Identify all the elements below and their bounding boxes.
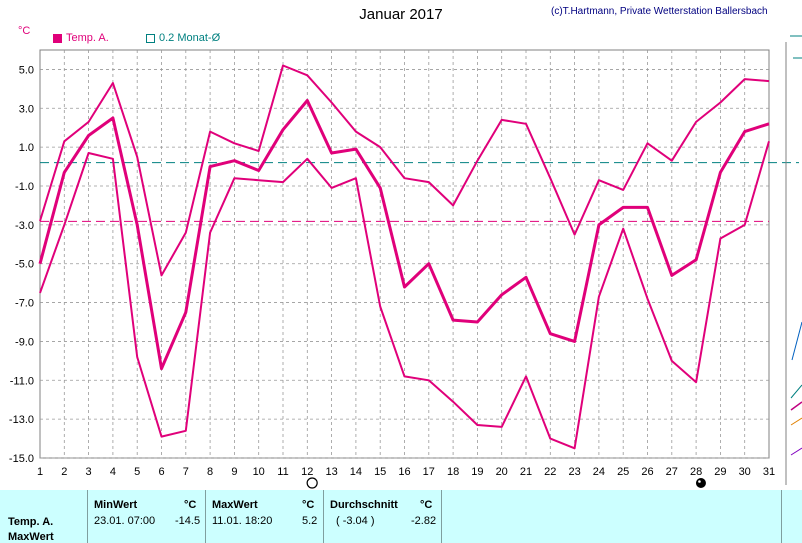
new-moon-icon	[695, 478, 706, 488]
min-unit: °C	[184, 499, 197, 511]
y-tick-label: -15.0	[9, 453, 34, 465]
x-tick-label: 29	[714, 466, 726, 478]
x-tick-label: 23	[568, 466, 580, 478]
y-tick-label: -11.0	[10, 375, 34, 387]
x-tick-label: 6	[158, 466, 164, 478]
x-tick-label: 19	[471, 466, 483, 478]
x-tick-label: 17	[423, 466, 435, 478]
x-tick-label: 1	[37, 466, 43, 478]
max-time: 11.01. 18:20	[212, 515, 273, 527]
x-tick-label: 16	[398, 466, 410, 478]
x-tick-label: 8	[207, 466, 213, 478]
x-tick-label: 31	[763, 466, 775, 478]
min-cell: MinWert °C 23.01. 07:00 -14.5	[87, 490, 206, 543]
x-tick-label: 11	[277, 466, 288, 478]
side-line-5	[790, 447, 802, 456]
y-tick-label: -3.0	[15, 220, 34, 232]
min-header: MinWert	[94, 499, 138, 511]
side-line-3	[790, 401, 802, 411]
max-header: MaxWert	[212, 499, 258, 511]
credit-text: (c)T.Hartmann, Private Wetterstation Bal…	[551, 6, 768, 17]
legend-temp-swatch-icon	[53, 33, 62, 43]
legend-temp: Temp. A.	[53, 32, 109, 44]
x-tick-label: 30	[739, 466, 751, 478]
new-moon-highlight-icon	[698, 480, 701, 483]
x-tick-label: 27	[666, 466, 678, 478]
side-line-1	[791, 321, 802, 361]
row-label-2: MaxWert	[8, 531, 54, 543]
y-axis: 5.0 3.0 1.0 -1.0 -3.0 -5.0 -7.0 -9.0 -11.0 -13.0 -…	[9, 64, 34, 465]
y-tick-label: -13.0	[9, 414, 34, 426]
row-label: Temp. A.	[8, 516, 54, 528]
y-tick-label: 5.0	[19, 64, 34, 76]
x-tick-label: 15	[374, 466, 386, 478]
stats-table: Temp. A. MaxWert MinWert °C 23.01. 07:00…	[0, 490, 802, 543]
legend-avg: 0.2 Monat-Ø	[146, 32, 220, 44]
series-lines	[38, 64, 770, 450]
x-tick-label: 25	[617, 466, 629, 478]
avg-value: -2.82	[411, 515, 437, 527]
series-mean	[38, 99, 770, 371]
empty-cell	[441, 490, 782, 543]
x-tick-label: 10	[253, 466, 265, 478]
moon-markers	[306, 477, 706, 489]
x-tick-label: 14	[350, 466, 362, 478]
grid	[39, 49, 770, 459]
x-tick-label: 18	[447, 466, 459, 478]
x-tick-label: 9	[231, 466, 237, 478]
x-tick-label: 22	[544, 466, 556, 478]
max-cell: MaxWert °C 11.01. 18:20 5.2	[205, 490, 324, 543]
full-moon-icon	[306, 477, 318, 489]
y-tick-label: 3.0	[19, 103, 34, 115]
series-min	[39, 141, 770, 450]
x-tick-label: 24	[593, 466, 605, 478]
chart-title: Januar 2017	[359, 6, 443, 23]
x-tick-label: 28	[690, 466, 702, 478]
x-tick-label: 21	[520, 466, 532, 478]
side-mini-graph	[785, 35, 802, 485]
x-tick-label: 26	[641, 466, 653, 478]
avg-unit: °C	[420, 499, 433, 511]
empty-cell-2	[781, 490, 802, 543]
side-line-2	[790, 384, 802, 399]
x-tick-label: 20	[496, 466, 508, 478]
x-tick-label: 2	[61, 466, 67, 478]
avg-cell: Durchschnitt °C ( -3.04 ) -2.82	[323, 490, 442, 543]
chart-area: 5.0 3.0 1.0 -1.0 -3.0 -5.0 -7.0 -9.0 -11.0 -13.0 -…	[9, 35, 802, 489]
y-tick-label: -5.0	[15, 259, 34, 271]
avg-sub: ( -3.04 )	[336, 515, 375, 527]
y-tick-label: 1.0	[19, 142, 34, 154]
min-time: 23.01. 07:00	[94, 515, 156, 527]
legend-avg-swatch-icon	[146, 33, 155, 43]
min-value: -14.5	[175, 515, 201, 527]
x-tick-label: 12	[301, 466, 313, 478]
y-tick-label: -7.0	[15, 298, 34, 310]
max-unit: °C	[302, 499, 315, 511]
y-tick-label: -1.0	[15, 181, 34, 193]
avg-header: Durchschnitt	[330, 499, 398, 511]
x-tick-label: 5	[134, 466, 140, 478]
series-max	[39, 64, 770, 277]
legend-temp-label: Temp. A.	[66, 32, 109, 44]
x-tick-label: 3	[86, 466, 92, 478]
y-tick-label: -9.0	[15, 336, 34, 348]
unit-label: °C	[18, 25, 31, 37]
x-tick-label: 4	[110, 466, 116, 478]
side-line-4	[790, 417, 802, 426]
x-tick-label: 7	[183, 466, 189, 478]
reference-lines	[40, 162, 799, 222]
x-tick-label: 13	[325, 466, 337, 478]
x-axis: 1 2 3 4 5 6 7 8 9 10 11 12 13 14 15 16 17 18 19 20 21 22 23 24 2…	[37, 466, 775, 478]
max-value: 5.2	[302, 515, 318, 527]
legend-avg-label: 0.2 Monat-Ø	[159, 32, 221, 44]
